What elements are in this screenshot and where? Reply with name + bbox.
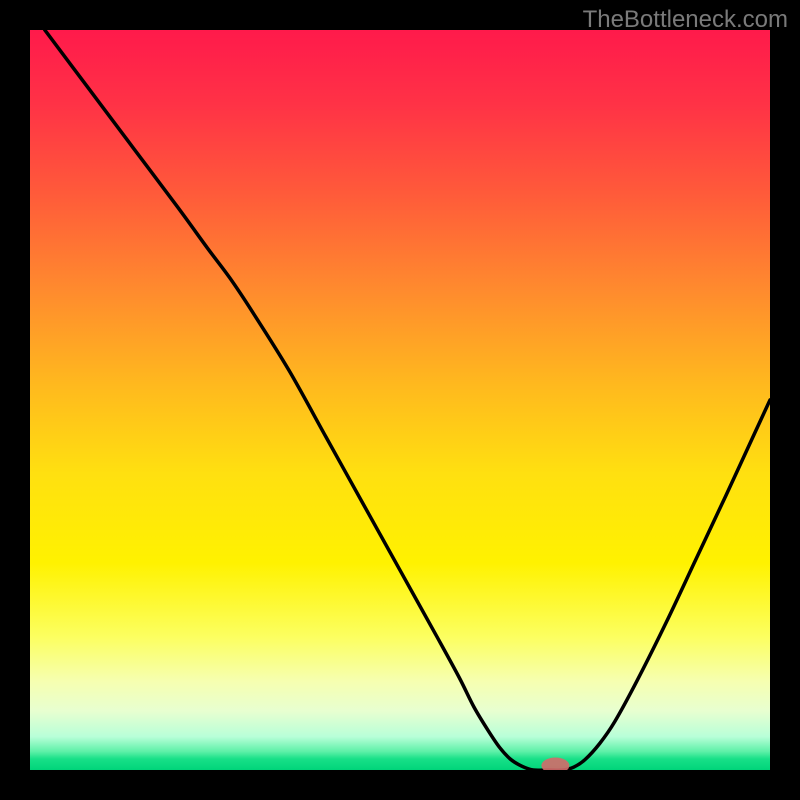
chart-container: { "watermark": { "text": "TheBottleneck.…	[0, 0, 800, 800]
plot-area	[30, 30, 770, 770]
plot-svg	[30, 30, 770, 770]
gradient-background	[30, 30, 770, 770]
watermark-text: TheBottleneck.com	[583, 6, 788, 34]
